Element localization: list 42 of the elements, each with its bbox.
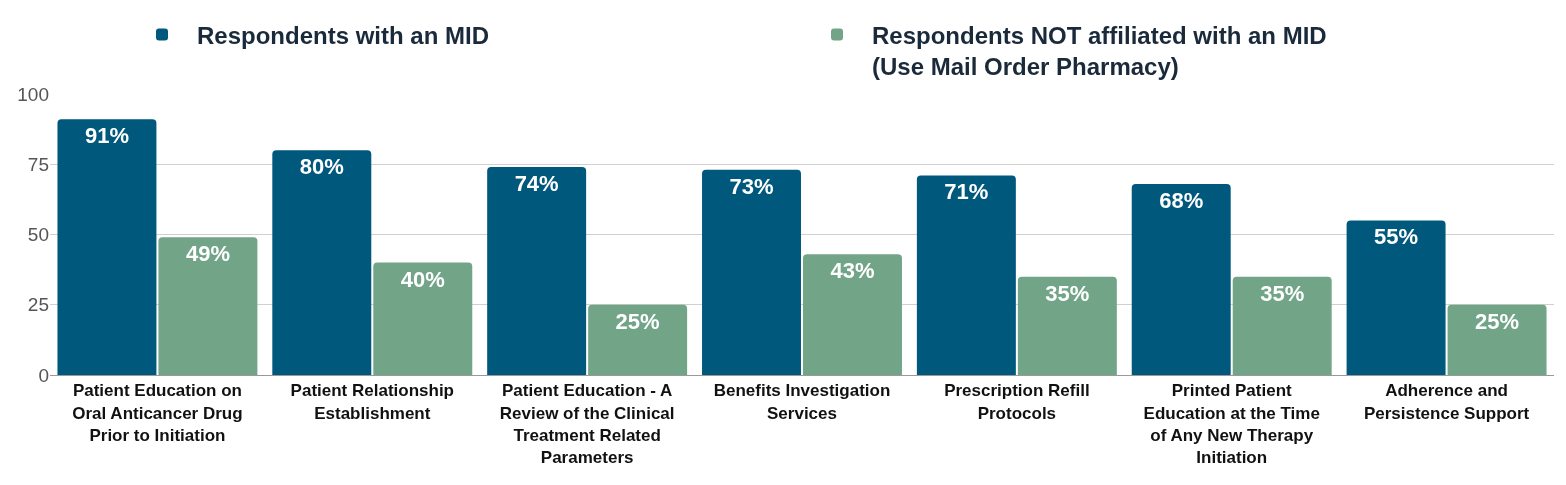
data-label: 25% bbox=[1475, 308, 1520, 334]
data-label: 25% bbox=[615, 308, 660, 334]
data-label: 73% bbox=[729, 173, 774, 199]
y-tick-label: 25 bbox=[27, 294, 49, 316]
y-tick-label: 0 bbox=[38, 364, 49, 386]
bar bbox=[373, 262, 473, 375]
bar bbox=[1232, 276, 1332, 375]
data-label: 68% bbox=[1159, 187, 1204, 213]
y-tick-label: 75 bbox=[27, 153, 49, 175]
bar bbox=[57, 119, 157, 375]
bar bbox=[158, 237, 258, 375]
data-label: 80% bbox=[299, 154, 344, 180]
data-label: 91% bbox=[84, 123, 129, 149]
x-tick-label: Prescription Refill Protocols bbox=[944, 381, 1090, 423]
data-label: 49% bbox=[185, 241, 230, 267]
data-label: 35% bbox=[1045, 280, 1090, 306]
x-tick-label: Patient Relationship Establishment bbox=[290, 381, 454, 423]
y-tick-label: 50 bbox=[27, 224, 49, 246]
x-tick-label: Adherence and Persistence Support bbox=[1363, 381, 1530, 423]
y-tick-label: 100 bbox=[17, 83, 49, 105]
data-label: 71% bbox=[944, 179, 989, 205]
legend-label: Respondents with an MID bbox=[197, 21, 490, 49]
bar bbox=[1017, 276, 1117, 375]
data-label: 35% bbox=[1260, 280, 1305, 306]
data-label: 40% bbox=[400, 266, 445, 292]
bar bbox=[1346, 220, 1446, 375]
x-tick-label: Benefits Investigation Services bbox=[713, 381, 891, 423]
bar bbox=[803, 254, 902, 375]
x-tick-label: Patient Education on Oral Anticancer Drug Prior to Initiation bbox=[72, 381, 243, 445]
bar bbox=[916, 175, 1016, 375]
bar bbox=[702, 169, 801, 375]
x-tick-label: Patient Education - A Review of the Clinical Treatment Related Parameters bbox=[499, 381, 675, 467]
x-tick-label: Printed Patient Education at the Time of Any New Therapy Initiation bbox=[1143, 381, 1320, 467]
data-label: 74% bbox=[514, 171, 559, 197]
bar bbox=[1131, 183, 1231, 375]
data-label: 55% bbox=[1374, 224, 1419, 250]
bar bbox=[1447, 304, 1547, 375]
legend-label: Respondents NOT affiliated with an MID (Use Mail Order Pharmacy) bbox=[872, 21, 1327, 81]
bar bbox=[487, 167, 587, 375]
data-label: 43% bbox=[830, 258, 875, 284]
bar bbox=[588, 304, 688, 375]
bar bbox=[272, 150, 372, 375]
